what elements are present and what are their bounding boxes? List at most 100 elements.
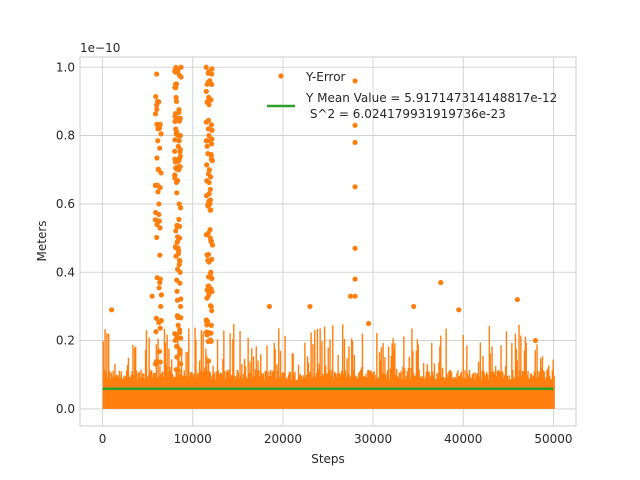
error-point [152,182,158,188]
error-point [156,348,163,355]
error-point [532,337,539,344]
error-point [174,343,180,349]
error-point [411,303,417,310]
error-point [175,251,181,257]
error-point [174,297,181,303]
error-point [205,126,211,132]
error-point [158,131,164,137]
error-point [208,303,214,310]
error-point [205,138,211,144]
error-point [174,277,180,283]
error-point [149,293,155,299]
error-point [203,88,209,95]
error-point [152,111,159,117]
error-point [108,307,115,313]
error-point [177,303,184,310]
error-point [157,122,163,128]
error-point [204,332,210,338]
error-point [208,151,214,158]
error-point [307,303,313,310]
error-point [207,207,213,213]
error-point [438,279,444,286]
error-point [204,81,210,87]
error-point [156,285,162,291]
error-point [175,143,181,149]
y-tick-label: 0.8 [56,129,75,143]
error-point [175,322,181,328]
y-axis-label: Meters [35,220,49,261]
error-point [173,179,180,185]
error-point [207,197,214,203]
x-tick-label: 0 [99,432,107,446]
error-point [177,350,183,357]
y-tick-label: 0.4 [56,265,75,279]
error-point [176,329,183,336]
error-point [177,205,184,211]
error-point [156,211,162,218]
error-point [152,361,159,367]
y-tick-label: 0.0 [56,402,75,416]
error-point [175,132,181,139]
error-point [208,141,215,147]
error-point [158,292,165,298]
error-point [208,122,215,128]
error-point [178,361,184,367]
error-point [175,157,181,163]
error-point [209,242,216,248]
x-tick-label: 50000 [534,432,572,446]
error-point [205,358,212,364]
error-point [153,315,159,321]
plot-frame [79,56,577,427]
error-point [352,293,358,299]
error-point [205,98,211,105]
error-point [154,106,160,112]
error-point [204,295,210,301]
error-point [172,337,178,344]
error-point [209,71,215,77]
error-point [178,315,184,321]
error-point [207,186,213,192]
error-point [206,259,212,265]
error-point [174,115,180,122]
error-point [208,269,214,275]
error-point [172,68,178,74]
error-point [157,225,163,231]
error-point [156,218,162,224]
error-point [156,319,162,326]
error-point [207,201,213,207]
error-point [176,138,182,144]
error-point [157,184,163,191]
error-point [176,109,182,116]
error-point [204,252,210,258]
error-point [209,66,215,72]
error-point [156,201,162,207]
error-point [173,94,179,101]
y-axis: 0.0 0.2 0.4 0.6 0.8 1.0 [56,60,75,416]
error-point [155,167,162,173]
error-point [178,64,184,70]
error-point [177,269,183,275]
error-point [157,325,163,331]
error-point [204,143,210,149]
error-point [154,98,161,105]
error-point [207,227,213,233]
error-point [207,337,214,343]
error-point [176,223,183,230]
error-point [154,234,160,241]
error-point [176,261,182,268]
error-point [155,138,161,144]
error-point [205,370,211,376]
x-axis-label: Steps [311,452,345,466]
x-tick-label: 30000 [354,432,392,446]
error-point [204,178,210,184]
error-point [352,122,358,128]
error-point [177,235,183,241]
error-point [204,162,210,168]
error-point [173,245,179,251]
error-point [347,293,354,299]
error-point [176,167,182,173]
error-point [172,81,179,87]
error-point [155,126,161,132]
error-point [208,322,214,329]
